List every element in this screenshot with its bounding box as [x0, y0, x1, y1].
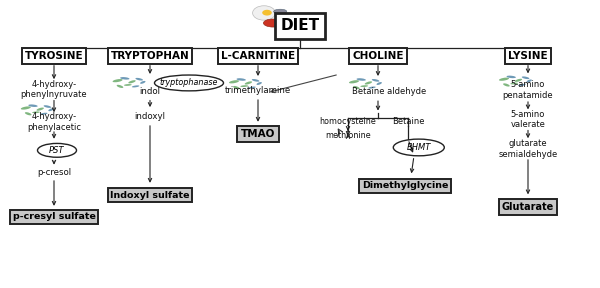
- Text: Betaine: Betaine: [392, 117, 424, 126]
- Ellipse shape: [233, 86, 240, 89]
- Ellipse shape: [25, 112, 32, 115]
- Text: tryptophanase: tryptophanase: [160, 78, 218, 88]
- Text: DIET: DIET: [280, 18, 320, 33]
- Ellipse shape: [368, 86, 376, 89]
- Text: indoxyl: indoxyl: [134, 112, 166, 121]
- Text: glutarate
semialdehyde: glutarate semialdehyde: [499, 139, 557, 159]
- Text: homocysteine: homocysteine: [320, 117, 376, 126]
- Text: indol: indol: [139, 87, 161, 96]
- Ellipse shape: [49, 108, 53, 111]
- Ellipse shape: [263, 19, 283, 27]
- Text: Betaine aldehyde: Betaine aldehyde: [352, 87, 426, 96]
- Ellipse shape: [37, 107, 44, 111]
- Text: 5-amino
valerate: 5-amino valerate: [511, 110, 545, 129]
- Ellipse shape: [377, 82, 382, 85]
- Ellipse shape: [356, 78, 366, 81]
- Text: BHMT: BHMT: [407, 143, 431, 152]
- Ellipse shape: [274, 9, 287, 14]
- Ellipse shape: [28, 105, 38, 107]
- Ellipse shape: [499, 77, 509, 81]
- Ellipse shape: [365, 81, 372, 85]
- Text: Glutarate: Glutarate: [502, 202, 554, 212]
- Text: 5-amino
penatamide: 5-amino penatamide: [503, 80, 553, 100]
- Ellipse shape: [236, 78, 246, 81]
- Text: trimethylamine: trimethylamine: [225, 86, 291, 95]
- Ellipse shape: [515, 79, 522, 82]
- Ellipse shape: [21, 106, 31, 110]
- Ellipse shape: [361, 85, 368, 87]
- Ellipse shape: [32, 111, 40, 113]
- Ellipse shape: [241, 85, 248, 87]
- Ellipse shape: [128, 80, 136, 84]
- Ellipse shape: [349, 80, 359, 84]
- Ellipse shape: [136, 78, 143, 81]
- Ellipse shape: [116, 85, 124, 88]
- Text: TRYPTOPHAN: TRYPTOPHAN: [110, 51, 190, 61]
- Text: 4-hydroxy-
phenylacetic: 4-hydroxy- phenylacetic: [27, 112, 81, 132]
- Text: methionine: methionine: [325, 131, 371, 140]
- Text: TMAO: TMAO: [241, 129, 275, 139]
- Ellipse shape: [527, 79, 532, 82]
- Ellipse shape: [245, 81, 252, 85]
- Text: 4-hydroxy-
phenylnyruvate: 4-hydroxy- phenylnyruvate: [20, 79, 88, 99]
- Ellipse shape: [140, 81, 145, 84]
- Ellipse shape: [248, 86, 256, 89]
- Ellipse shape: [229, 80, 239, 84]
- Ellipse shape: [120, 77, 130, 79]
- Ellipse shape: [132, 85, 139, 88]
- Text: Indoxyl sulfate: Indoxyl sulfate: [110, 191, 190, 200]
- Ellipse shape: [257, 82, 262, 85]
- Ellipse shape: [252, 79, 259, 82]
- Ellipse shape: [522, 76, 529, 79]
- Text: L-CARNITINE: L-CARNITINE: [221, 51, 295, 61]
- Text: LYSINE: LYSINE: [508, 51, 548, 61]
- Text: p-cresyl sulfate: p-cresyl sulfate: [13, 212, 95, 221]
- Ellipse shape: [40, 113, 47, 115]
- Ellipse shape: [511, 83, 518, 84]
- Text: CHOLINE: CHOLINE: [352, 51, 404, 61]
- FancyArrowPatch shape: [338, 129, 342, 137]
- Ellipse shape: [262, 10, 272, 16]
- Ellipse shape: [253, 6, 275, 20]
- Ellipse shape: [124, 84, 131, 86]
- Text: PST: PST: [49, 146, 65, 155]
- Ellipse shape: [372, 79, 379, 82]
- Ellipse shape: [44, 105, 51, 108]
- Ellipse shape: [506, 76, 516, 78]
- Ellipse shape: [353, 86, 360, 89]
- Ellipse shape: [518, 84, 526, 86]
- Text: p-cresol: p-cresol: [37, 168, 71, 177]
- Text: Dimethylglycine: Dimethylglycine: [362, 181, 448, 190]
- Text: TYROSINE: TYROSINE: [25, 51, 83, 61]
- Ellipse shape: [113, 79, 122, 82]
- Ellipse shape: [503, 83, 510, 87]
